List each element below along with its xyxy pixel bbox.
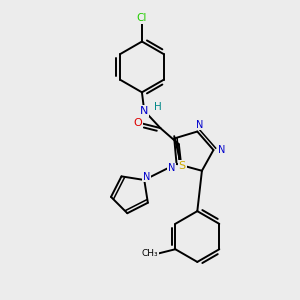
Text: N: N bbox=[143, 172, 150, 182]
Text: CH₃: CH₃ bbox=[142, 249, 158, 258]
Text: S: S bbox=[179, 161, 186, 171]
Text: N: N bbox=[140, 106, 148, 116]
Text: O: O bbox=[133, 118, 142, 128]
Text: Cl: Cl bbox=[137, 14, 147, 23]
Text: N: N bbox=[168, 164, 175, 173]
Text: N: N bbox=[196, 120, 203, 130]
Text: N: N bbox=[218, 145, 225, 155]
Text: H: H bbox=[154, 102, 162, 112]
